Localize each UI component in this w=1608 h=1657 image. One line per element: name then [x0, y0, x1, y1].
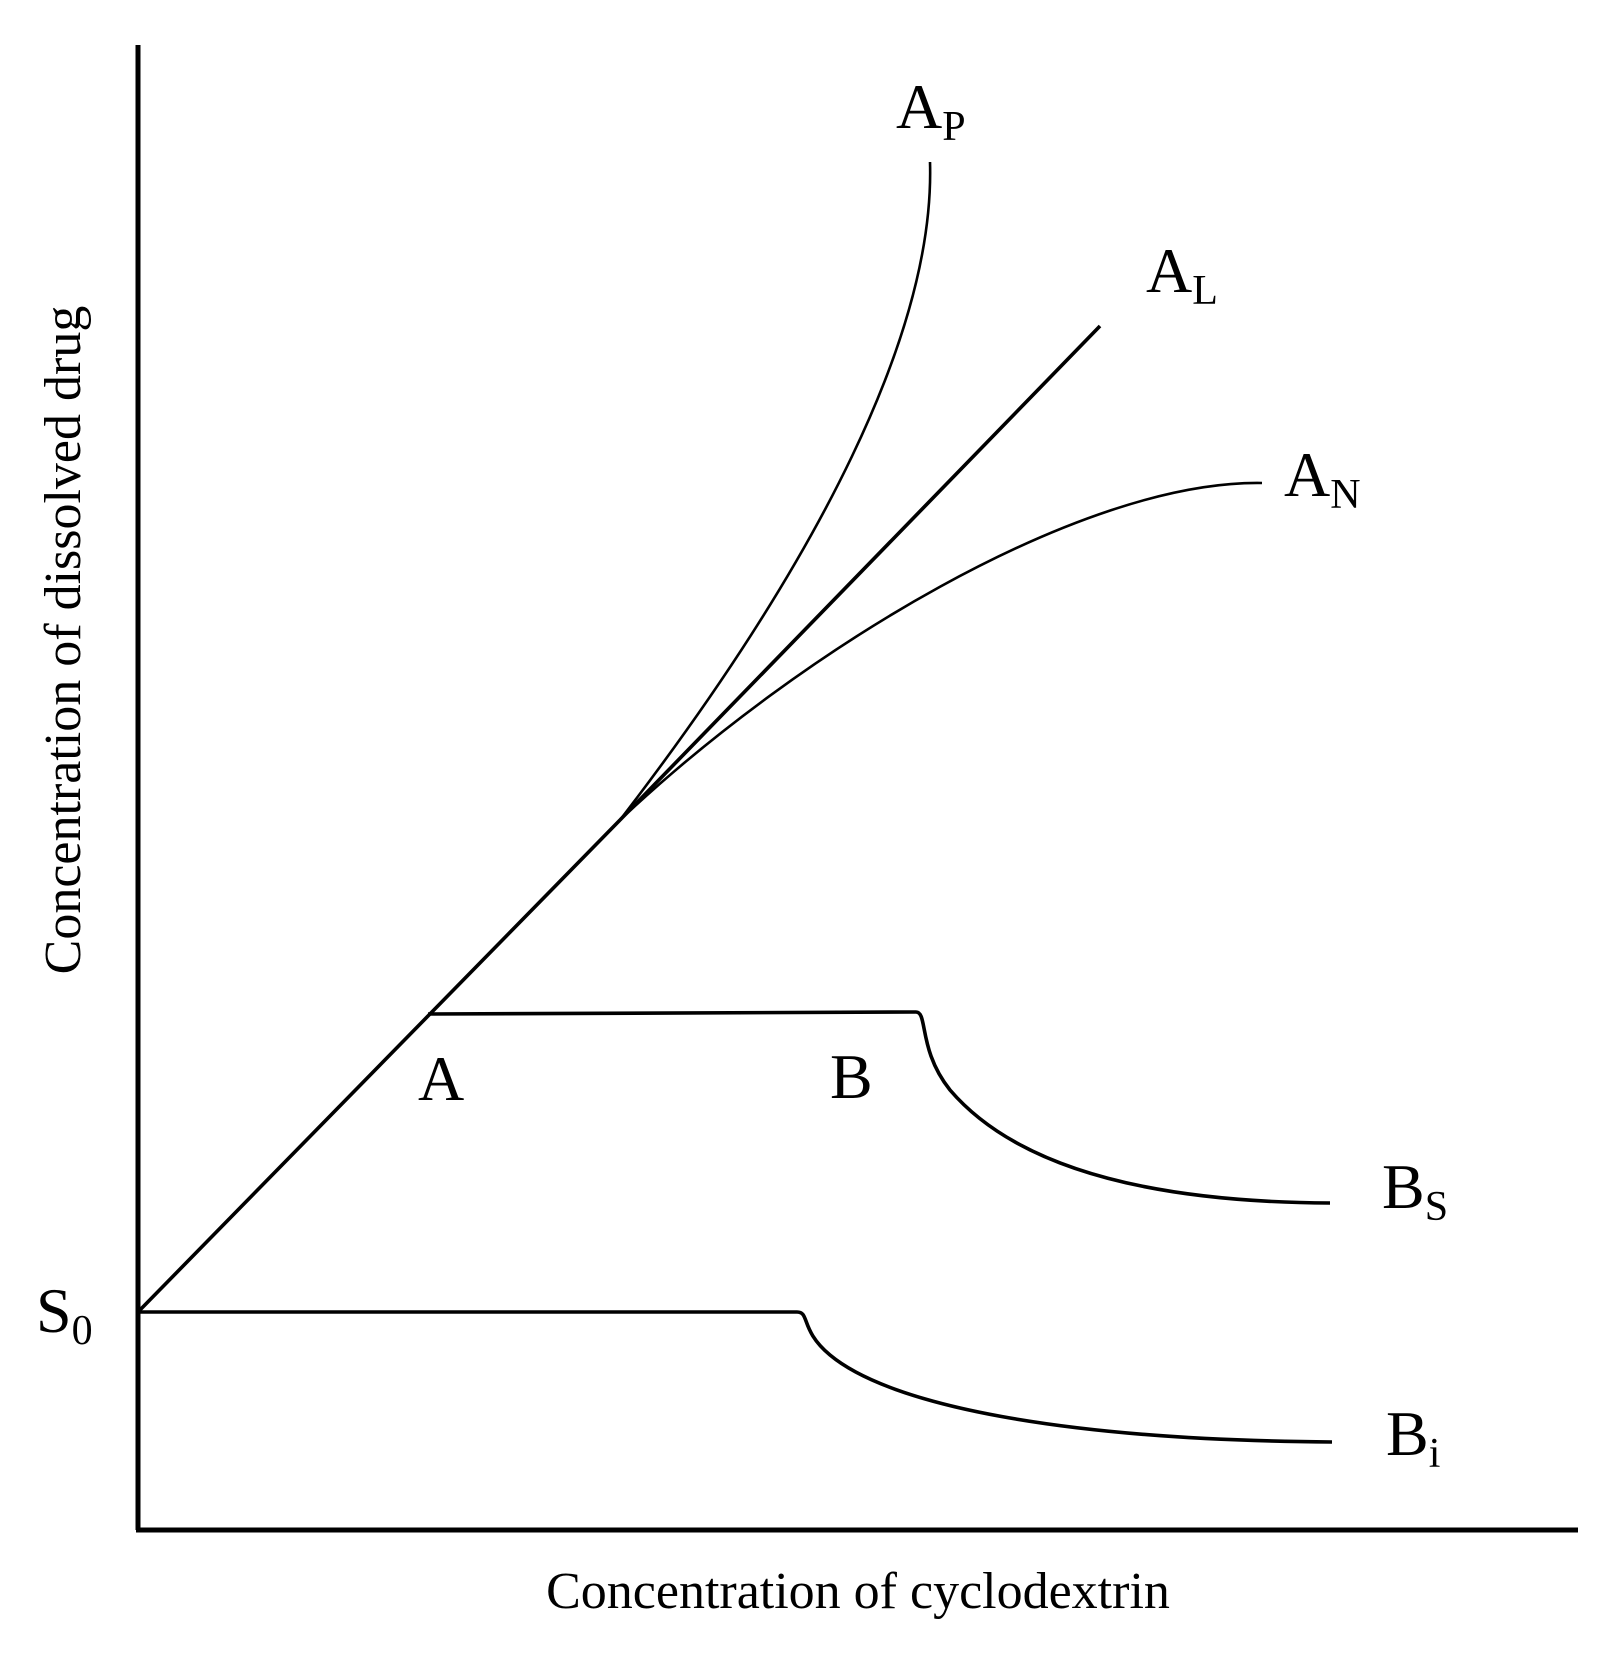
label-b: B: [830, 1041, 873, 1112]
curve-bi: [138, 1310, 1333, 1444]
label-bs: BS: [1382, 1151, 1448, 1230]
label-bi: Bi: [1386, 1398, 1440, 1477]
label-s0: S0: [36, 1275, 93, 1354]
label-an: AN: [1284, 439, 1361, 518]
curve-al: [618, 324, 1102, 822]
curve-an: [619, 481, 1263, 821]
y-axis-title: Concentration of dissolved drug: [35, 306, 92, 975]
label-a: A: [418, 1043, 464, 1114]
label-al: AL: [1146, 235, 1218, 314]
initial-linear-segment: [136, 818, 622, 1314]
curve-ap: [618, 161, 932, 821]
x-axis-title: Concentration of cyclodextrin: [546, 1563, 1170, 1620]
label-ap: AP: [896, 71, 966, 150]
curve-bs: [427, 1010, 1331, 1205]
